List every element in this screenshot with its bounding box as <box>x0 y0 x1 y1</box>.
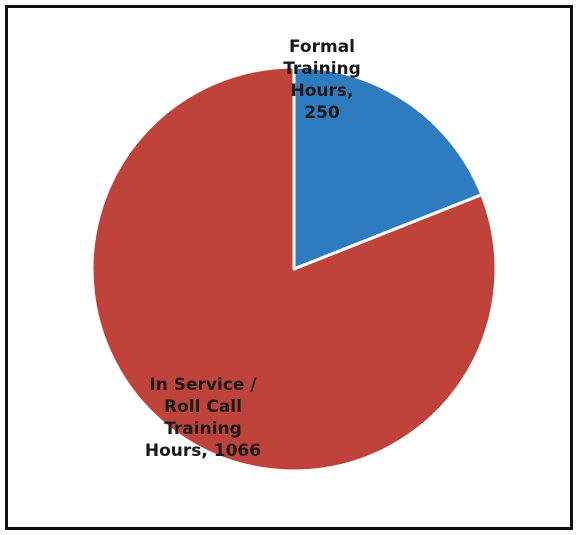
pie-slice-0 <box>292 65 484 271</box>
slice-label-line: Hours, <box>291 81 354 101</box>
slice-label-line: Training <box>164 419 242 439</box>
slice-label-line: Formal <box>289 37 355 57</box>
slice-label-line: In Service / <box>149 375 257 395</box>
slice-label-1: In Service / Roll Call Training Hours, 1066 <box>145 375 261 461</box>
slice-label-line: Hours, 1066 <box>145 441 261 461</box>
slice-label-0: Formal Training Hours, 250 <box>283 37 361 123</box>
slice-label-line: Roll Call <box>164 397 242 417</box>
slice-label-line: Training <box>283 59 361 79</box>
slice-label-line: 250 <box>304 103 340 123</box>
pie-slice-1 <box>90 65 498 473</box>
